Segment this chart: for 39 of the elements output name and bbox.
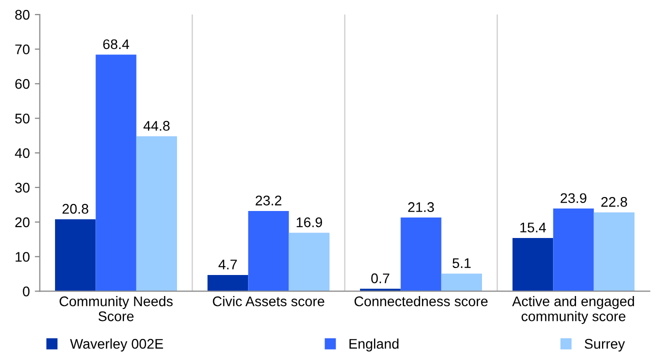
y-tick-label: 20 — [15, 217, 30, 228]
y-tick-label: 80 — [15, 10, 30, 20]
bar — [208, 274, 248, 292]
bar — [288, 232, 330, 292]
y-tick-label: 50 — [15, 114, 30, 124]
data-label: 20.8 — [62, 204, 88, 214]
data-label: 22.8 — [601, 197, 628, 207]
data-label: 44.8 — [143, 120, 170, 131]
data-label: 23.9 — [560, 193, 586, 204]
legend-label: Surrey — [584, 338, 625, 352]
bar — [594, 212, 634, 292]
bar — [400, 218, 442, 292]
data-label: 21.3 — [408, 202, 434, 212]
data-label: 5.1 — [452, 258, 471, 268]
bar — [512, 238, 554, 292]
x-tick-label: Civic Assets score — [212, 296, 324, 306]
legend-label: Waverley 002E — [70, 338, 164, 352]
bar — [55, 219, 96, 292]
y-tick-label: 60 — [15, 79, 30, 89]
data-label: 0.7 — [371, 273, 390, 284]
y-tick-label: 40 — [14, 148, 30, 158]
bar — [136, 136, 178, 292]
bar — [441, 274, 482, 292]
bar — [96, 54, 136, 292]
legend-label: England — [350, 338, 398, 352]
bar — [553, 208, 594, 292]
y-tick-label: 10 — [16, 252, 30, 262]
x-tick-label: Community Needs Score — [60, 296, 173, 322]
y-tick-label: 30 — [15, 182, 30, 193]
data-label: 23.2 — [256, 196, 282, 206]
bar — [248, 210, 289, 292]
data-label: 16.9 — [296, 217, 322, 228]
y-tick-label: 0 — [22, 286, 30, 296]
x-tick-label: Active and engaged community score — [512, 296, 634, 324]
data-label: 68.4 — [103, 39, 130, 50]
y-tick-label: 70 — [15, 44, 30, 54]
data-label: 15.4 — [520, 222, 546, 232]
data-label: 4.7 — [218, 260, 237, 270]
x-tick-label: Connectedness score — [354, 296, 488, 306]
